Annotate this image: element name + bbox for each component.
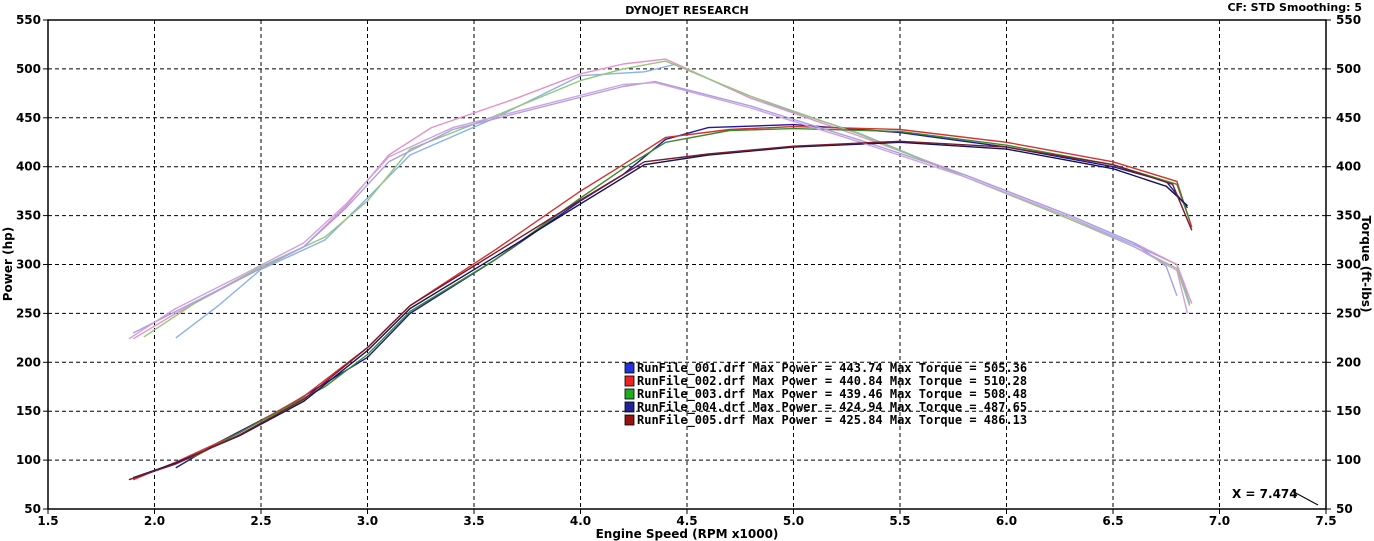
legend-entry: RunFile_005.drf Max Power = 425.84 Max T… <box>637 413 1027 428</box>
x-tick-label: 1.5 <box>37 514 58 528</box>
y2-tick-label: 150 <box>1336 404 1361 418</box>
plot-frame <box>47 19 1327 510</box>
y-tick-label: 400 <box>16 160 41 174</box>
torque-line-5 <box>128 81 1189 340</box>
x-tick-label: 5.0 <box>783 514 804 528</box>
legend: RunFile_001.drf Max Power = 443.74 Max T… <box>624 361 1027 428</box>
power-line-3 <box>143 127 1191 476</box>
power-line-1 <box>175 123 1189 469</box>
series-lines <box>128 58 1193 481</box>
legend-swatch <box>624 362 635 374</box>
y2-tick-label: 200 <box>1336 355 1361 369</box>
x-tick-label: 2.0 <box>144 514 165 528</box>
x-tick-label: 7.0 <box>1209 514 1230 528</box>
y2-tick-label: 450 <box>1336 111 1361 125</box>
settings-readout: CF: STD Smoothing: 5 <box>1227 1 1362 14</box>
axis-ticks: 1.5 2.0 2.5 3.0 3.5 4.0 4.5 5.0 5.5 6.0 6.5 7.0 7.55… <box>16 13 1361 528</box>
y2-tick-label: 400 <box>1336 160 1361 174</box>
x-tick-label: 4.0 <box>570 514 591 528</box>
y2-tick-label: 50 <box>1336 502 1353 516</box>
y-tick-label: 350 <box>16 209 41 223</box>
y2-tick-label: 300 <box>1336 258 1361 272</box>
legend-entry: RunFile_002.drf Max Power = 440.84 Max T… <box>637 374 1027 389</box>
x-tick-label: 6.0 <box>996 514 1017 528</box>
y-tick-label: 450 <box>16 111 41 125</box>
y-axis-title-power: Power (hp) <box>1 227 15 301</box>
y-tick-label: 50 <box>24 502 41 516</box>
legend-entry: RunFile_003.drf Max Power = 439.46 Max T… <box>637 387 1027 402</box>
legend-entry: RunFile_004.drf Max Power = 424.94 Max T… <box>637 400 1027 415</box>
x-tick-label: 3.0 <box>357 514 378 528</box>
y-axis-title-torque: Torque (ft-lbs) <box>1359 216 1373 313</box>
cursor-readout: X = 7.474 <box>1232 487 1319 506</box>
legend-entry: RunFile_001.drf Max Power = 443.74 Max T… <box>637 361 1027 376</box>
x-tick-label: 6.5 <box>1102 514 1123 528</box>
legend-swatch <box>624 388 635 400</box>
power-line-2 <box>132 125 1193 481</box>
y2-tick-label: 500 <box>1336 62 1361 76</box>
legend-swatch <box>624 401 635 413</box>
y2-tick-label: 550 <box>1336 13 1361 27</box>
cursor-label: X = 7.474 <box>1232 487 1298 501</box>
x-tick-label: 4.5 <box>676 514 697 528</box>
x-tick-label: 3.5 <box>463 514 484 528</box>
y2-tick-label: 100 <box>1336 453 1361 467</box>
x-tick-label: 7.5 <box>1315 514 1336 528</box>
y-tick-label: 300 <box>16 258 41 272</box>
legend-swatch <box>624 414 635 426</box>
x-tick-label: 2.5 <box>250 514 271 528</box>
torque-line-4 <box>132 80 1178 334</box>
y-tick-label: 250 <box>16 306 41 320</box>
y-tick-label: 100 <box>16 453 41 467</box>
y-tick-label: 500 <box>16 62 41 76</box>
cursor-marker <box>1291 490 1319 506</box>
x-tick-label: 5.5 <box>889 514 910 528</box>
chart-title: DYNOJET RESEARCH <box>625 4 748 17</box>
y2-tick-label: 250 <box>1336 306 1361 320</box>
y-tick-label: 200 <box>16 355 41 369</box>
x-axis-title: Engine Speed (RPM x1000) <box>596 527 779 541</box>
y2-tick-label: 350 <box>1336 209 1361 223</box>
y-tick-label: 150 <box>16 404 41 418</box>
power-line-4 <box>132 141 1188 479</box>
legend-swatch <box>624 375 635 387</box>
y-tick-label: 550 <box>16 13 41 27</box>
power-line-5 <box>128 140 1193 481</box>
